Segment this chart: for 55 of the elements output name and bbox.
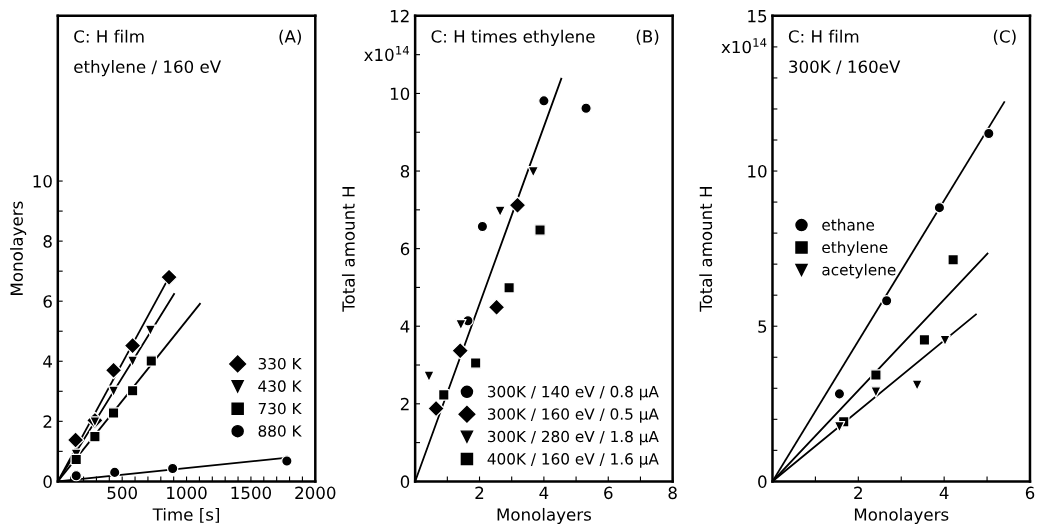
- x-tick-label: 2: [854, 486, 862, 499]
- y-tick-label: 10: [390, 87, 410, 101]
- y-tick-label: 15: [748, 10, 767, 23]
- y-axis-title: Total amount H: [341, 187, 355, 312]
- x-tick-label: 500: [107, 486, 137, 500]
- y-tick-label: 0: [43, 475, 52, 488]
- y-tick-label: 2: [400, 397, 409, 411]
- x-axis-title: Monolayers: [854, 507, 949, 525]
- y-tick-label: 12: [390, 9, 409, 23]
- y-tick-label: x10$^{14}$: [721, 38, 767, 54]
- text: (C): [993, 29, 1016, 45]
- annotation: 300K / 160eV: [789, 60, 901, 75]
- legend-label: 400K / 160 eV / 1.6 μA: [487, 453, 659, 468]
- legend-label: ethylene: [822, 241, 888, 257]
- x-tick-label: 2: [475, 486, 484, 499]
- x-tick-label: 1000: [167, 486, 207, 500]
- y-axis-title: Monolayers: [10, 201, 27, 295]
- x-tick-label: 2000: [295, 486, 336, 500]
- legend-label: 880 K: [258, 425, 302, 437]
- x-tick-label: 6: [1025, 486, 1035, 500]
- y-tick-label: 2: [43, 415, 52, 428]
- x-tick-label: 4: [539, 486, 549, 499]
- y-tick-label: 8: [43, 235, 52, 248]
- text: (A): [279, 29, 301, 45]
- x-axis-title: Monolayers: [497, 507, 591, 525]
- y-tick-label: x10$^{14}$: [364, 46, 410, 62]
- y-tick-label: 0: [758, 475, 767, 488]
- annotation: C: H film: [74, 29, 144, 43]
- x-tick-label: 1500: [231, 486, 272, 500]
- y-tick-label: 0: [400, 475, 410, 488]
- y-tick-label: 4: [400, 320, 410, 333]
- legend-label: ethane: [822, 218, 875, 231]
- x-tick-label: 8: [668, 486, 677, 500]
- text: (B): [636, 29, 659, 45]
- legend-label: 730 K: [258, 402, 302, 415]
- y-tick-label: 10: [748, 165, 767, 178]
- legend-label: 300K / 160 eV / 0.5 μA: [487, 408, 659, 423]
- x-tick-label: 4: [939, 486, 949, 499]
- legend-label: 430 K: [258, 380, 302, 392]
- annotation: C: H film: [788, 29, 859, 43]
- legend-label: 300K / 280 eV / 1.8 μA: [487, 430, 659, 446]
- annotation: C: H times ethylene: [431, 29, 595, 46]
- y-tick-label: 6: [400, 242, 410, 256]
- y-tick-label: 4: [43, 355, 53, 368]
- legend-label: acetylene: [822, 263, 896, 279]
- annotation: ethylene / 160 eV: [74, 60, 222, 77]
- x-axis-title: Time [s]: [152, 507, 219, 523]
- legend-label: 300K / 140 eV / 0.8 μA: [487, 385, 659, 401]
- y-tick-label: 10: [33, 175, 52, 188]
- y-tick-label: 5: [758, 320, 767, 333]
- y-tick-label: 6: [43, 295, 52, 308]
- legend-label: 330 K: [258, 357, 302, 370]
- y-tick-label: 8: [400, 165, 410, 178]
- y-axis-title: Total amount H: [699, 187, 713, 312]
- x-tick-label: 6: [604, 486, 613, 500]
